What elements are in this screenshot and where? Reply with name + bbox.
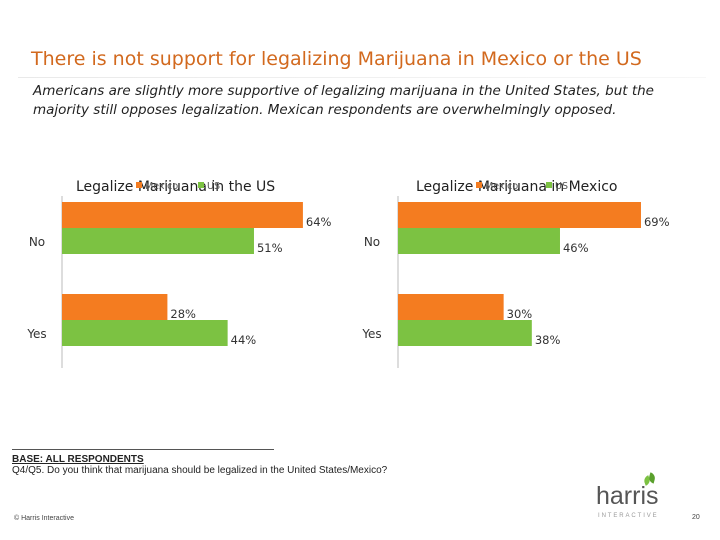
- bar-mexico-yes: [62, 294, 168, 320]
- legend-swatch-us: [198, 182, 204, 188]
- legend-label-us: US: [207, 181, 220, 192]
- bar-mexico-no: [398, 202, 641, 228]
- chart-title: Legalize Marijuana in Mexico: [416, 179, 617, 195]
- value-label-us-no: 51%: [257, 241, 283, 255]
- legend-swatch-mexico: [476, 182, 482, 188]
- slide-subtitle: Americans are slightly more supportive o…: [33, 83, 654, 118]
- base-note: BASE: ALL RESPONDENTS: [12, 454, 144, 465]
- value-label-mexico-no: 64%: [306, 215, 332, 229]
- value-label-us-no: 46%: [563, 241, 589, 255]
- legend-swatch-mexico: [136, 182, 142, 188]
- value-label-us-yes: 38%: [535, 333, 561, 347]
- logo-wordmark: harris: [596, 482, 659, 510]
- slide-title: There is not support for legalizing Mari…: [31, 48, 642, 70]
- legend-label-mexico: Mexico: [145, 181, 178, 192]
- footnote-divider: [12, 449, 274, 450]
- legend-label-us: US: [555, 181, 568, 192]
- bar-us-no: [62, 228, 254, 254]
- harris-logo: harris INTERACTIVE: [596, 472, 660, 524]
- legend-label-mexico: Mexico: [485, 181, 518, 192]
- bar-us-yes: [62, 320, 228, 346]
- copyright-text: © Harris Interactive: [14, 515, 75, 522]
- chart-title: Legalize Marijuana in the US: [76, 179, 275, 195]
- value-label-mexico-yes: 28%: [170, 307, 196, 321]
- value-label-mexico-no: 69%: [644, 215, 670, 229]
- category-label-yes: Yes: [26, 327, 46, 341]
- bar-mexico-yes: [398, 294, 504, 320]
- legend-swatch-us: [546, 182, 552, 188]
- title-divider: [18, 77, 706, 78]
- bar-us-no: [398, 228, 560, 254]
- category-label-no: No: [29, 235, 45, 249]
- logo-subtext: INTERACTIVE: [598, 513, 659, 519]
- bar-us-yes: [398, 320, 532, 346]
- bar-mexico-no: [62, 202, 303, 228]
- value-label-mexico-yes: 30%: [507, 307, 533, 321]
- category-label-no: No: [364, 235, 380, 249]
- page-number: 20: [692, 514, 700, 521]
- question-note: Q4/Q5. Do you think that marijuana shoul…: [12, 465, 388, 476]
- category-label-yes: Yes: [361, 327, 381, 341]
- value-label-us-yes: 44%: [231, 333, 257, 347]
